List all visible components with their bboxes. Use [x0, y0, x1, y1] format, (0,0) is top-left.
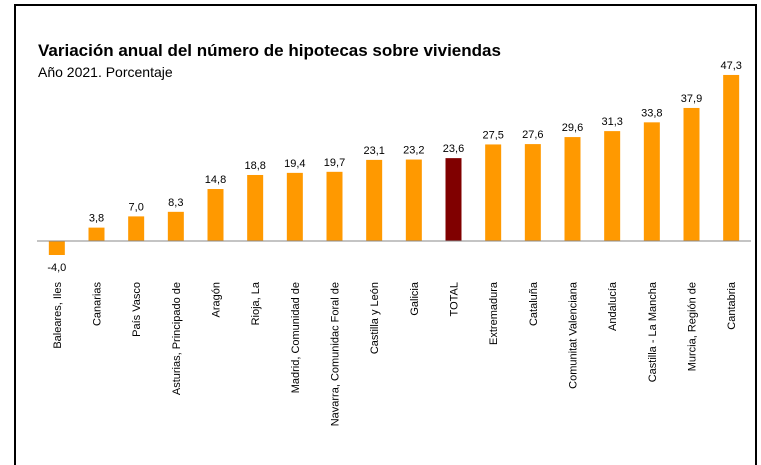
- bar: [167, 211, 184, 241]
- bar: [88, 227, 105, 241]
- value-label: 23,2: [403, 145, 424, 157]
- bar: [485, 144, 502, 241]
- value-label: 8,3: [168, 197, 183, 209]
- bar: [604, 131, 621, 241]
- bar: [564, 137, 581, 241]
- x-tick-label: Cataluña: [528, 281, 540, 326]
- value-label: 23,6: [443, 143, 464, 155]
- chart-subtitle: Año 2021. Porcentaje: [38, 64, 173, 80]
- value-label: 19,4: [284, 158, 305, 170]
- value-label: 23,1: [363, 145, 384, 157]
- x-tick-label: Andalucía: [607, 281, 619, 331]
- x-tick-label: Galicia: [409, 281, 421, 316]
- bar: [207, 189, 224, 241]
- value-label: 19,7: [324, 157, 345, 169]
- bar: [326, 171, 343, 241]
- x-tick-label: Rioja, La: [250, 281, 262, 325]
- x-tick-label: Comunitat Valenciana: [568, 281, 580, 389]
- x-tick-label: Asturias, Principado de: [171, 282, 183, 395]
- bar: [128, 216, 145, 241]
- x-tick-label: Baleares, Iles: [52, 282, 64, 349]
- bar: [683, 107, 700, 241]
- value-label: -4,0: [47, 262, 66, 274]
- bar: [48, 240, 65, 255]
- value-label: 3,8: [89, 213, 104, 225]
- value-label: 31,3: [601, 116, 622, 128]
- bar: [445, 158, 462, 241]
- value-label: 29,6: [562, 122, 583, 134]
- chart-title: Variación anual del número de hipotecas …: [38, 41, 501, 60]
- value-label: 27,5: [482, 129, 503, 141]
- value-label: 14,8: [205, 174, 226, 186]
- value-label: 37,9: [681, 93, 702, 105]
- bar: [524, 144, 541, 241]
- value-label: 7,0: [129, 201, 144, 213]
- x-tick-label: Aragón: [211, 282, 223, 317]
- x-tick-label: Madrid, Comunidad de: [290, 282, 302, 393]
- x-tick-label: País Vasco: [131, 282, 143, 337]
- x-tick-label: Canarias: [92, 282, 104, 327]
- x-tick-label: Castilla - La Mancha: [647, 281, 659, 382]
- x-tick-label: Navarra, Comunidac Foral de: [330, 282, 342, 426]
- x-tick-label: Castilla y León: [369, 282, 381, 354]
- bar: [405, 159, 422, 241]
- value-label: 18,8: [244, 160, 265, 172]
- x-tick-label: Murcia, Región de: [687, 282, 699, 371]
- bar: [366, 159, 383, 241]
- x-tick-label: Extremadura: [488, 281, 500, 345]
- bar: [247, 174, 264, 241]
- value-label: 33,8: [641, 107, 662, 119]
- value-label: 47,3: [720, 60, 741, 72]
- value-label: 27,6: [522, 129, 543, 141]
- x-tick-label: Cantabria: [726, 281, 738, 330]
- bar: [286, 172, 303, 241]
- bar: [723, 74, 740, 241]
- bar: [643, 122, 660, 241]
- frame: [14, 4, 757, 465]
- x-tick-label: TOTAL: [449, 282, 461, 316]
